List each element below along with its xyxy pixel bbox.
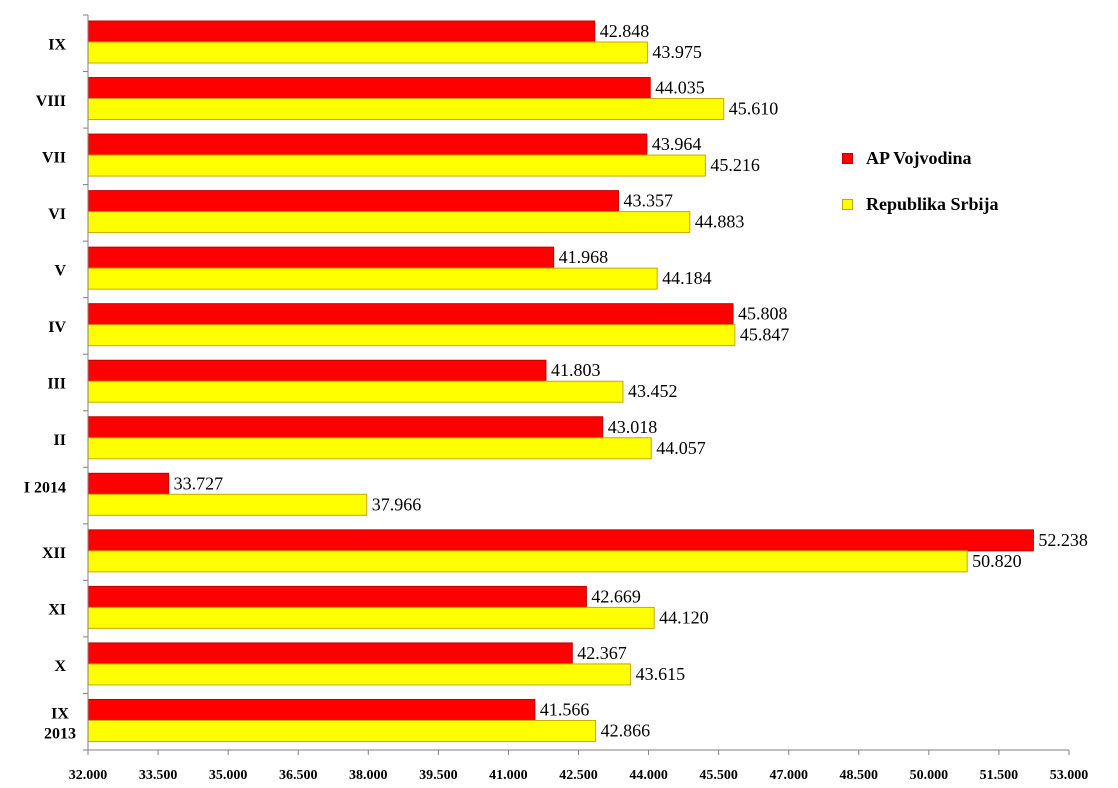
bar-republika-srbija <box>87 493 368 516</box>
data-label: 43.018 <box>608 417 658 437</box>
data-label: 33.727 <box>174 473 224 493</box>
x-tick-label: 53.000 <box>1050 768 1089 783</box>
bar-ap-vojvodina <box>87 416 604 439</box>
data-label: 42.669 <box>591 586 641 606</box>
bar-republika-srbija <box>87 324 736 347</box>
data-label: 42.367 <box>577 643 627 663</box>
x-tick-label: 41.000 <box>489 768 528 783</box>
x-tick-label: 38.000 <box>349 768 388 783</box>
bar-republika-srbija <box>87 663 632 686</box>
x-tick-label: 47.000 <box>769 768 808 783</box>
bar-ap-vojvodina <box>87 246 555 269</box>
data-label: 43.357 <box>624 191 674 211</box>
legend-swatch-ap-vojvodina <box>842 152 853 164</box>
data-label: 44.120 <box>659 607 709 627</box>
x-tick-label: 44.000 <box>629 768 668 783</box>
bar-ap-vojvodina <box>87 698 536 721</box>
data-label: 41.803 <box>551 360 601 380</box>
category-label: I 2014 <box>24 480 66 497</box>
bar-ap-vojvodina <box>87 190 620 213</box>
labels-layer: 41.566 42.866 IX 2013 42.367 43.615 X 42.669 44.… <box>24 21 1088 783</box>
data-label: 45.847 <box>740 325 790 345</box>
legend-label-republika-srbija: Republika Srbija <box>866 193 999 214</box>
bar-republika-srbija <box>87 154 706 177</box>
bar-ap-vojvodina <box>87 642 573 665</box>
data-label: 44.184 <box>662 268 712 288</box>
data-label: 44.883 <box>695 212 745 232</box>
data-label: 43.452 <box>628 381 678 401</box>
data-label: 41.566 <box>540 699 590 719</box>
legend-label-ap-vojvodina: AP Vojvodina <box>866 147 972 168</box>
category-label: VII <box>42 149 66 166</box>
x-tick-label: 36.500 <box>279 768 318 783</box>
bar-republika-srbija <box>87 267 658 290</box>
bar-ap-vojvodina <box>87 359 547 382</box>
category-label: IX 2013 <box>44 706 76 743</box>
data-label: 42.866 <box>601 720 651 740</box>
bars-layer <box>87 20 1034 742</box>
bar-republika-srbija <box>87 719 597 742</box>
chart-legend: AP Vojvodina Republika Srbija <box>842 146 999 238</box>
bar-republika-srbija <box>87 211 691 234</box>
bar-ap-vojvodina <box>87 133 648 156</box>
bar-republika-srbija <box>87 380 624 403</box>
data-label: 45.808 <box>738 304 788 324</box>
category-label: XII <box>42 545 66 562</box>
legend-swatch-republika-srbija <box>842 198 853 210</box>
x-tick-label: 33.500 <box>139 768 178 783</box>
data-label: 45.216 <box>710 155 760 175</box>
bar-republika-srbija <box>87 606 655 629</box>
category-label: II <box>54 432 66 449</box>
legend-item-ap-vojvodina: AP Vojvodina <box>842 146 999 170</box>
category-label: X <box>54 658 66 675</box>
category-label: VIII <box>36 93 66 110</box>
x-tick-label: 50.000 <box>910 768 949 783</box>
bar-ap-vojvodina <box>87 529 1034 552</box>
x-tick-label: 35.000 <box>209 768 248 783</box>
bar-republika-srbija <box>87 41 648 64</box>
data-label: 45.610 <box>729 99 779 119</box>
data-label: 43.964 <box>652 134 702 154</box>
category-label: VI <box>48 206 66 223</box>
bar-ap-vojvodina <box>87 20 596 43</box>
bar-republika-srbija <box>87 437 652 460</box>
x-tick-label: 51.500 <box>980 768 1019 783</box>
data-label: 44.035 <box>655 78 705 98</box>
bar-ap-vojvodina <box>87 585 587 608</box>
data-label: 50.820 <box>972 551 1022 571</box>
data-label: 42.848 <box>600 21 650 41</box>
bar-republika-srbija <box>87 98 725 121</box>
data-label: 41.968 <box>559 247 609 267</box>
x-tick-label: 32.000 <box>69 768 108 783</box>
x-tick-label: 42.500 <box>559 768 598 783</box>
bar-ap-vojvodina <box>87 472 170 495</box>
bar-republika-srbija <box>87 550 968 573</box>
bar-ap-vojvodina <box>87 303 734 326</box>
data-label: 52.238 <box>1038 530 1088 550</box>
axis-layer <box>83 14 1070 755</box>
category-label: V <box>54 262 66 279</box>
category-label: XI <box>48 602 66 619</box>
category-label: IV <box>48 319 66 336</box>
x-tick-label: 48.500 <box>840 768 879 783</box>
bar-ap-vojvodina <box>87 77 651 100</box>
data-label: 44.057 <box>656 438 706 458</box>
data-label: 43.615 <box>636 664 686 684</box>
data-label: 43.975 <box>652 42 702 62</box>
category-label: III <box>47 376 66 393</box>
data-label: 37.966 <box>372 494 422 514</box>
category-label: IX <box>48 36 66 53</box>
legend-item-republika-srbija: Republika Srbija <box>842 192 999 216</box>
x-tick-label: 39.500 <box>419 768 458 783</box>
x-tick-label: 45.500 <box>699 768 738 783</box>
